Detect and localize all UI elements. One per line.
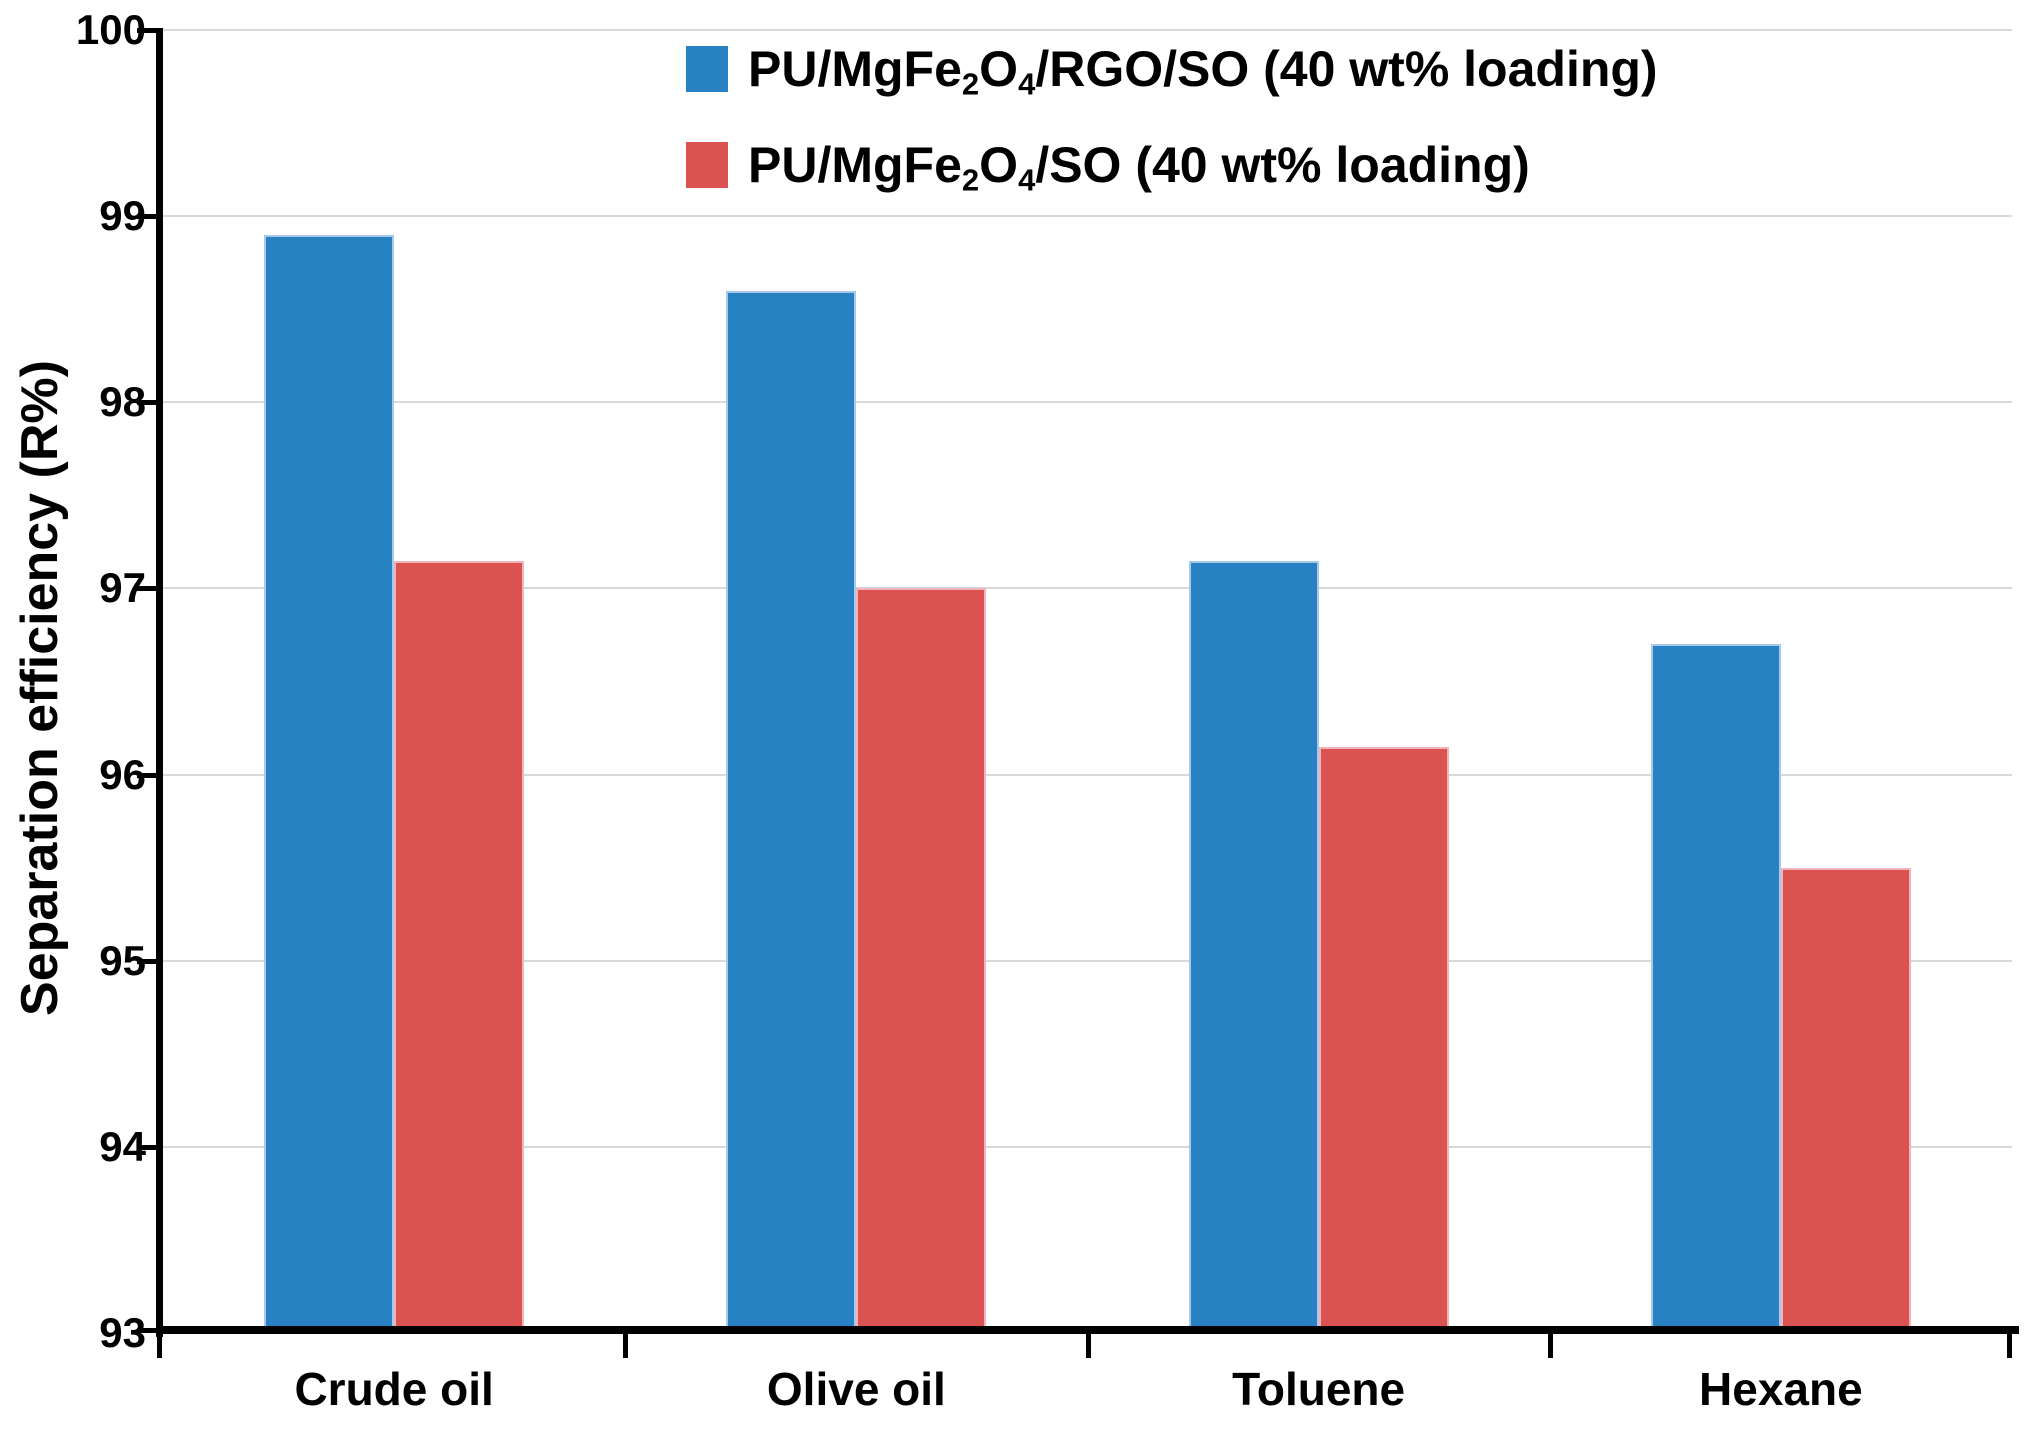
x-tick-mark [623,1330,629,1358]
gridline [163,773,2012,776]
y-tick-mark [137,400,156,406]
x-category-label: Hexane [1699,1363,1863,1415]
x-category-label: Crude oil [294,1363,494,1415]
gridline [163,959,2012,962]
legend-subscript: 4 [1018,66,1036,102]
y-tick-mark [137,214,156,220]
y-tick-mark [137,28,156,33]
y-tick-label: 96 [99,750,146,798]
legend-item: PU/MgFe2O4/SO (40 wt% loading) [686,136,1658,196]
x-tick-mark [1547,1330,1553,1358]
y-tick-mark [137,1328,156,1333]
gridline [163,1145,2012,1148]
x-axis-line [156,1326,2019,1334]
y-axis-title: Separation efficiency (R%) [11,360,69,1016]
legend-label: PU/MgFe2O4/RGO/SO (40 wt% loading) [748,40,1658,100]
y-tick-mark [137,1144,156,1150]
bar-hexane-series-1 [1780,867,1911,1333]
bar-olive-oil-series-1 [856,588,987,1333]
legend-text: PU/MgFe [748,41,962,97]
legend-text: O [979,41,1019,97]
legend-swatch-blue-icon [686,46,728,92]
bar-olive-oil-series-0 [726,290,857,1333]
gridline [163,29,2012,31]
x-tick-mark [1085,1330,1091,1358]
legend-text: /SO (40 wt% loading) [1035,137,1530,193]
y-tick-label: 99 [99,192,146,240]
y-tick-label: 97 [99,564,146,612]
x-category-label: Toluene [1232,1363,1406,1415]
legend-text: O [979,137,1019,193]
gridline [163,587,2012,590]
bar-hexane-series-0 [1650,644,1781,1333]
bar-toluene-series-1 [1318,746,1449,1333]
legend-text: PU/MgFe [748,137,962,193]
plot-area [137,28,2019,1358]
x-tick-mark [2007,1330,2012,1358]
y-tick-label: 94 [99,1122,146,1170]
legend-text: /RGO/SO (40 wt% loading) [1035,41,1658,97]
x-category-label: Olive oil [766,1363,946,1415]
y-tick-label: 98 [99,378,146,426]
legend: PU/MgFe2O4/RGO/SO (40 wt% loading) PU/Mg… [686,40,1658,232]
legend-subscript: 2 [961,162,980,198]
y-axis-line [156,28,163,1337]
gridline [163,215,2012,218]
y-tick-mark [137,772,156,778]
legend-item: PU/MgFe2O4/RGO/SO (40 wt% loading) [686,40,1658,100]
y-tick-label: 93 [99,1309,146,1356]
bar-crude-oil-series-0 [264,234,395,1333]
legend-swatch-red-icon [686,142,728,188]
y-tick-label: 100 [75,6,146,53]
legend-subscript: 4 [1018,162,1036,198]
y-tick-label: 95 [99,936,146,984]
gridline [163,401,2012,404]
x-tick-mark [157,1330,162,1358]
y-tick-mark [137,586,156,592]
bar-crude-oil-series-1 [394,560,525,1333]
legend-label: PU/MgFe2O4/SO (40 wt% loading) [748,136,1530,196]
bar-toluene-series-0 [1188,560,1319,1333]
legend-subscript: 2 [961,66,980,102]
y-tick-mark [137,958,156,964]
